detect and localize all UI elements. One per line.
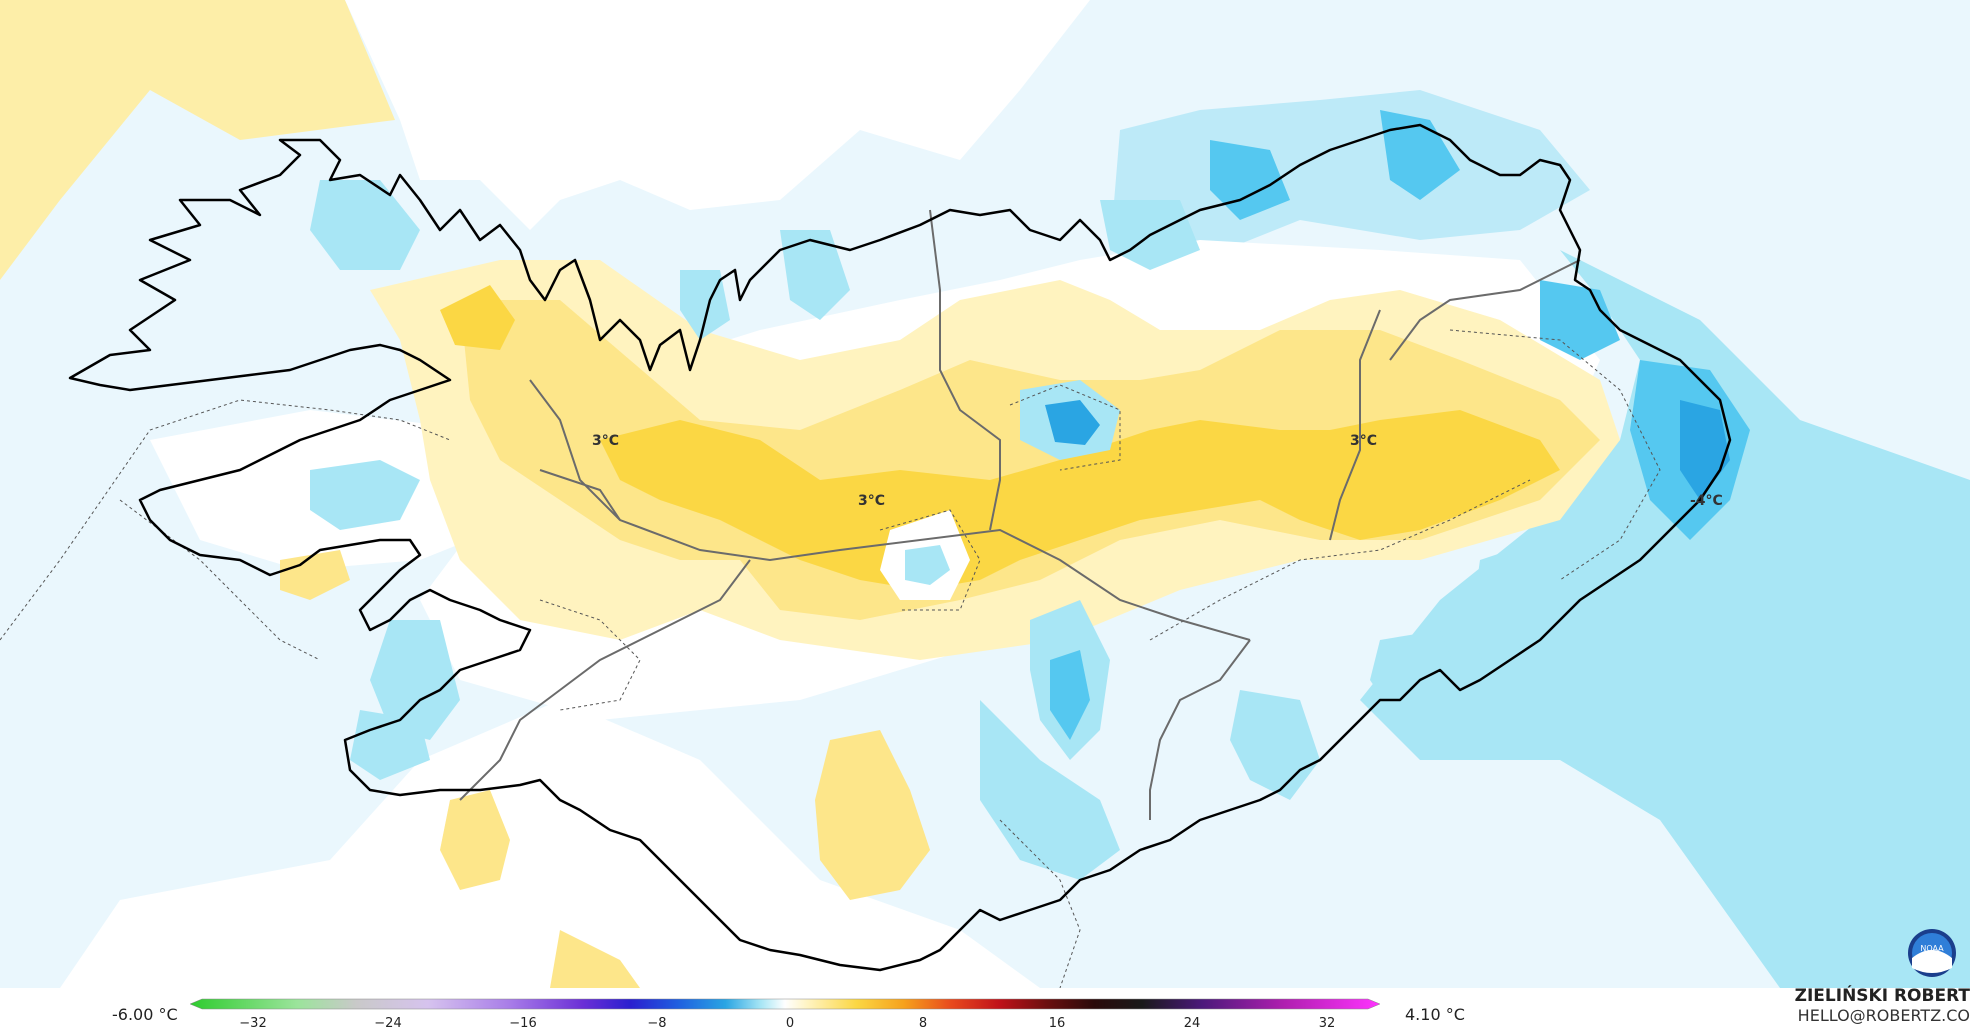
cold-patch-southeast-inland-core <box>1050 650 1090 740</box>
warm-spot-west <box>280 550 350 600</box>
warm-spot-southwest <box>440 790 510 890</box>
region-borders <box>459 209 1581 820</box>
cold-patch-southwest-peninsula <box>350 710 430 780</box>
cold-patch-east-a <box>1370 630 1460 720</box>
author-name: ZIELIŃSKI ROBERT <box>1794 986 1970 1006</box>
cold-patch-westfjords <box>310 180 420 270</box>
warm-band-strong <box>600 410 1560 590</box>
author-email: HELLO@ROBERTZ.CO <box>1797 1006 1970 1025</box>
scale-tick: −32 <box>239 1016 266 1031</box>
cold-patch-east-b <box>1470 540 1560 680</box>
label-minus4c-east: -4°C <box>1690 493 1723 509</box>
temperature-anomaly-map: 3°C 3°C 3°C -4°C NOAA <box>0 0 1970 988</box>
neutral-region-north <box>345 0 1090 230</box>
cold-patch-south-coast <box>980 700 1120 880</box>
cold-patch-northeast-b <box>1380 110 1460 200</box>
footer <box>0 988 1970 1035</box>
scale-tick: −16 <box>509 1016 536 1031</box>
label-3c-east: 3°C <box>1350 433 1377 449</box>
cold-patch-northeast-a <box>1210 140 1290 220</box>
scale-tick: 0 <box>786 1016 794 1031</box>
color-scale-bar: −32 −24 −16 −8 0 8 16 24 32 <box>190 998 1381 1031</box>
cold-ocean-east <box>1360 250 1970 988</box>
legend-min-value: -6.00 °C <box>112 1005 178 1024</box>
warm-band-medium <box>460 300 1600 620</box>
warm-spot-south <box>815 730 930 900</box>
cold-patch-north-a <box>780 230 850 320</box>
cold-patch-central-core <box>905 545 950 585</box>
color-scale-gradient <box>190 998 1381 1010</box>
legend-max-value: 4.10 °C <box>1405 1005 1465 1024</box>
dashed-contours <box>0 329 1661 988</box>
cold-ocean-northeast <box>1110 90 1590 260</box>
warm-spot-northwest-fjord <box>440 285 515 350</box>
noaa-logo: NOAA <box>1908 929 1956 977</box>
cold-patch-west-a <box>310 460 420 530</box>
coastline <box>68 123 1732 972</box>
scale-tick: 16 <box>1049 1016 1066 1031</box>
scale-tick: 32 <box>1319 1016 1336 1031</box>
cold-patch-north-central-core <box>1045 400 1100 445</box>
warm-region-northwest <box>0 0 395 280</box>
scale-tick: 24 <box>1184 1016 1201 1031</box>
neutral-region-south <box>60 700 1040 988</box>
cold-patch-west-b <box>370 620 460 740</box>
scale-tick: −24 <box>374 1016 401 1031</box>
scale-tick: −8 <box>647 1016 666 1031</box>
scale-tick: 8 <box>919 1016 927 1031</box>
warm-spot-far-south <box>550 930 640 988</box>
noaa-logo-text: NOAA <box>1920 944 1944 953</box>
label-3c-west: 3°C <box>592 433 619 449</box>
label-3c-central: 3°C <box>858 493 885 509</box>
